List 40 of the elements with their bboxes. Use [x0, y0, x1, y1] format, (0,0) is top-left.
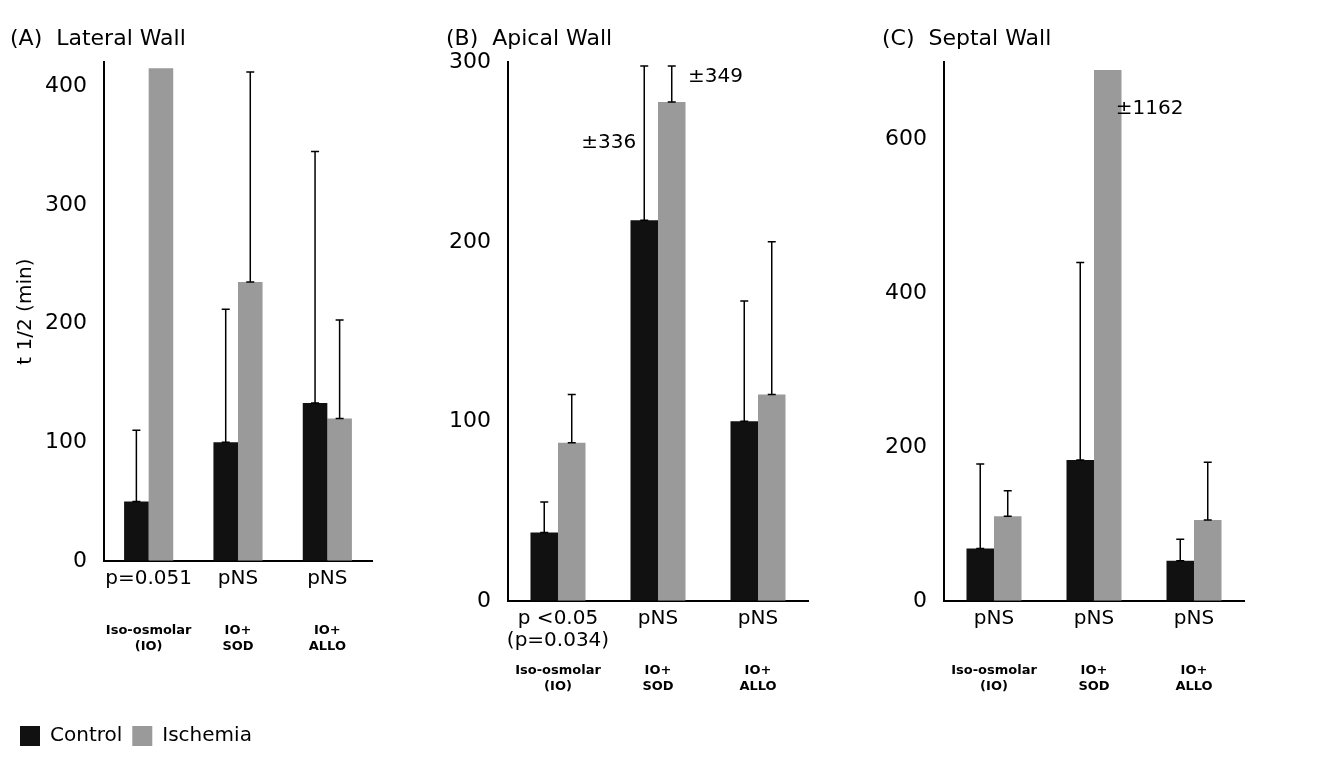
chart-title: (B) Apical Wall — [446, 24, 613, 50]
y-tick-label: 0 — [476, 586, 491, 612]
text: pNS — [1073, 605, 1115, 629]
y-tick-label: 600 — [884, 125, 927, 151]
x-tick-label: IO+ SOD — [642, 661, 674, 693]
y-tick-label: 300 — [44, 190, 87, 216]
legend-label: Ischemia — [162, 722, 252, 747]
x-tick-label: IO+ ALLO — [739, 661, 777, 693]
text: pNS — [1173, 605, 1215, 629]
annotation: ±349 — [688, 62, 743, 87]
x-tick-label: Iso-osmolar (IO) — [515, 661, 602, 693]
y-tick-label: 200 — [884, 432, 927, 458]
x-tick-label: IO+ SOD — [1078, 661, 1110, 693]
annotation: ±336 — [581, 129, 637, 154]
x-tick-label: Iso-osmolar (IO) — [105, 621, 193, 653]
x-tick-label: IO+ ALLO — [1175, 661, 1213, 693]
y-tick-label: 400 — [884, 278, 927, 304]
y-tick-label: 200 — [44, 309, 87, 335]
y-tick-label: 100 — [44, 427, 87, 453]
y-axis-title: t 1/2 (min) — [12, 258, 37, 365]
text: p=0.051 — [105, 565, 193, 589]
text: pNS — [637, 605, 679, 629]
text: p <0.05 (p=0.034) — [506, 605, 610, 651]
x-tick-label: IO+ SOD — [222, 621, 254, 653]
x-tick-label: IO+ ALLO — [308, 621, 346, 653]
chart-title: (C) Septal Wall — [882, 24, 1052, 50]
y-tick-label: 100 — [448, 407, 491, 433]
y-tick-label: 400 — [44, 71, 87, 97]
y-tick-label: 0 — [72, 546, 87, 572]
y-tick-label: 0 — [912, 586, 927, 612]
y-tick-label: 300 — [448, 48, 491, 74]
text: pNS — [737, 605, 779, 629]
x-tick-label: Iso-osmolar (IO) — [951, 661, 1038, 693]
text: pNS — [217, 565, 259, 589]
text: pNS — [973, 605, 1015, 629]
annotation: ±1162 — [1115, 94, 1184, 119]
legend-label: Control — [50, 722, 123, 747]
text: pNS — [307, 565, 348, 589]
y-tick-label: 200 — [448, 227, 491, 253]
chart-title: (A) Lateral Wall — [10, 24, 186, 50]
